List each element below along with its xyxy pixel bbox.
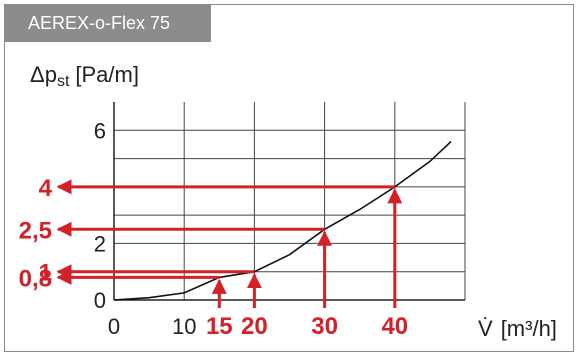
y-tick-label: 6 [94, 118, 106, 143]
highlight-y-label: 0,8 [19, 265, 52, 292]
highlight-x-label: 40 [381, 313, 408, 340]
chart-frame [4, 4, 574, 352]
highlight-y-label: 1 [39, 260, 52, 287]
highlight-y-label: 4 [39, 175, 53, 202]
y-tick-label: 2 [94, 231, 106, 256]
y-axis-label: Δpst [Pa/m] [30, 62, 139, 90]
highlight-layer [56, 179, 403, 308]
highlight-x-label: 15 [206, 313, 233, 340]
label-layer: 0 2 6 0 10 15 0,8 20 1 30 2,5 40 4 [19, 118, 409, 340]
highlight-y-label: 2,5 [19, 217, 52, 244]
y-tick-label: 0 [94, 288, 106, 313]
chart-title: AEREX-o-Flex 75 [4, 4, 211, 42]
pressure-loss-curve [113, 141, 452, 301]
x-tick-label: 10 [172, 314, 196, 339]
highlight-x-label: 20 [241, 313, 268, 340]
x-axis-label: V̇ [m³/h] [478, 316, 557, 341]
curve-layer [113, 141, 452, 301]
axes [113, 102, 465, 301]
highlight-x-label: 30 [311, 313, 338, 340]
x-tick-label: 0 [108, 314, 120, 339]
